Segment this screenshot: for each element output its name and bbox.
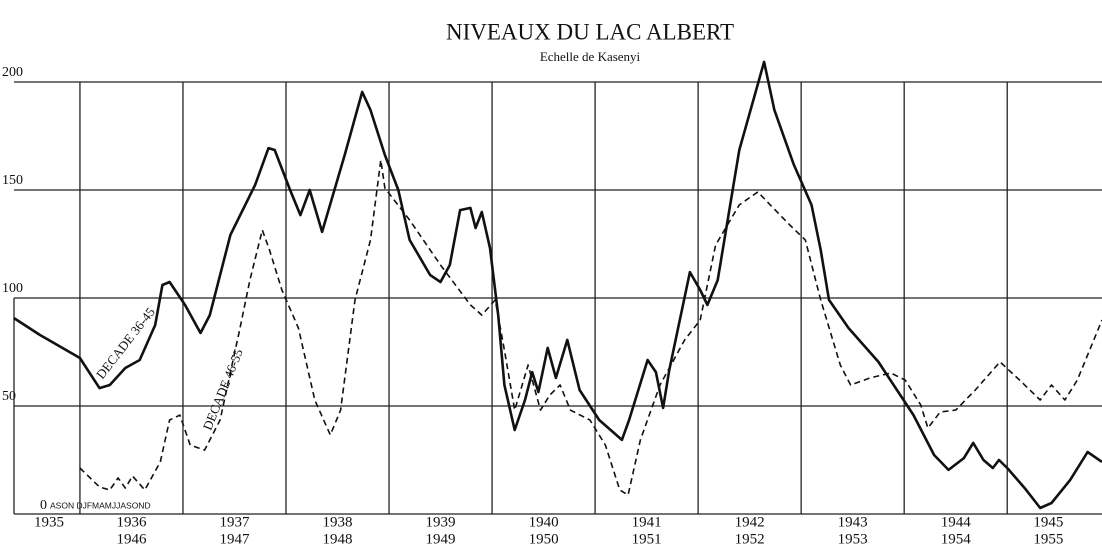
x-tick-label: 1947: [219, 531, 250, 547]
x-tick-label: 1940: [529, 514, 559, 530]
x-tick-label: 1944: [941, 514, 972, 530]
x-tick-label: 1952: [735, 531, 765, 547]
month-axis: ASON DJFMAMJJASOND: [50, 500, 151, 510]
x-tick-label: 1945: [1033, 514, 1063, 530]
y-tick-label: 0: [40, 498, 47, 513]
y-tick-label: 150: [2, 173, 23, 188]
x-tick-label: 1938: [323, 514, 353, 530]
x-tick-label: 1955: [1033, 531, 1063, 547]
x-tick-label: 1937: [219, 514, 250, 530]
x-tick-label: 1935: [34, 514, 64, 530]
y-tick-label: 50: [2, 389, 16, 404]
x-tick-label: 1954: [941, 531, 972, 547]
x-tick-label: 1939: [426, 514, 456, 530]
series-label: DECADE 46-55: [200, 347, 246, 433]
x-tick-label: 1941: [632, 514, 662, 530]
y-tick-label: 100: [2, 281, 23, 296]
x-tick-label: 1951: [632, 531, 662, 547]
x-tick-label: 1946: [116, 531, 147, 547]
series-line: [79, 159, 1102, 496]
x-tick-label: 1942: [735, 514, 765, 530]
x-tick-label: 1949: [426, 531, 456, 547]
y-tick-label: 200: [2, 65, 23, 80]
chart-subtitle: Echelle de Kasenyi: [540, 49, 641, 64]
series-line: [13, 60, 1102, 510]
x-tick-label: 1943: [838, 514, 868, 530]
x-tick-label: 1936: [116, 514, 147, 530]
chart-title: NIVEAUX DU LAC ALBERT: [446, 19, 734, 44]
x-tick-label: 1953: [838, 531, 868, 547]
x-tick-label: 1948: [323, 531, 353, 547]
x-tick-label: 1950: [529, 531, 559, 547]
